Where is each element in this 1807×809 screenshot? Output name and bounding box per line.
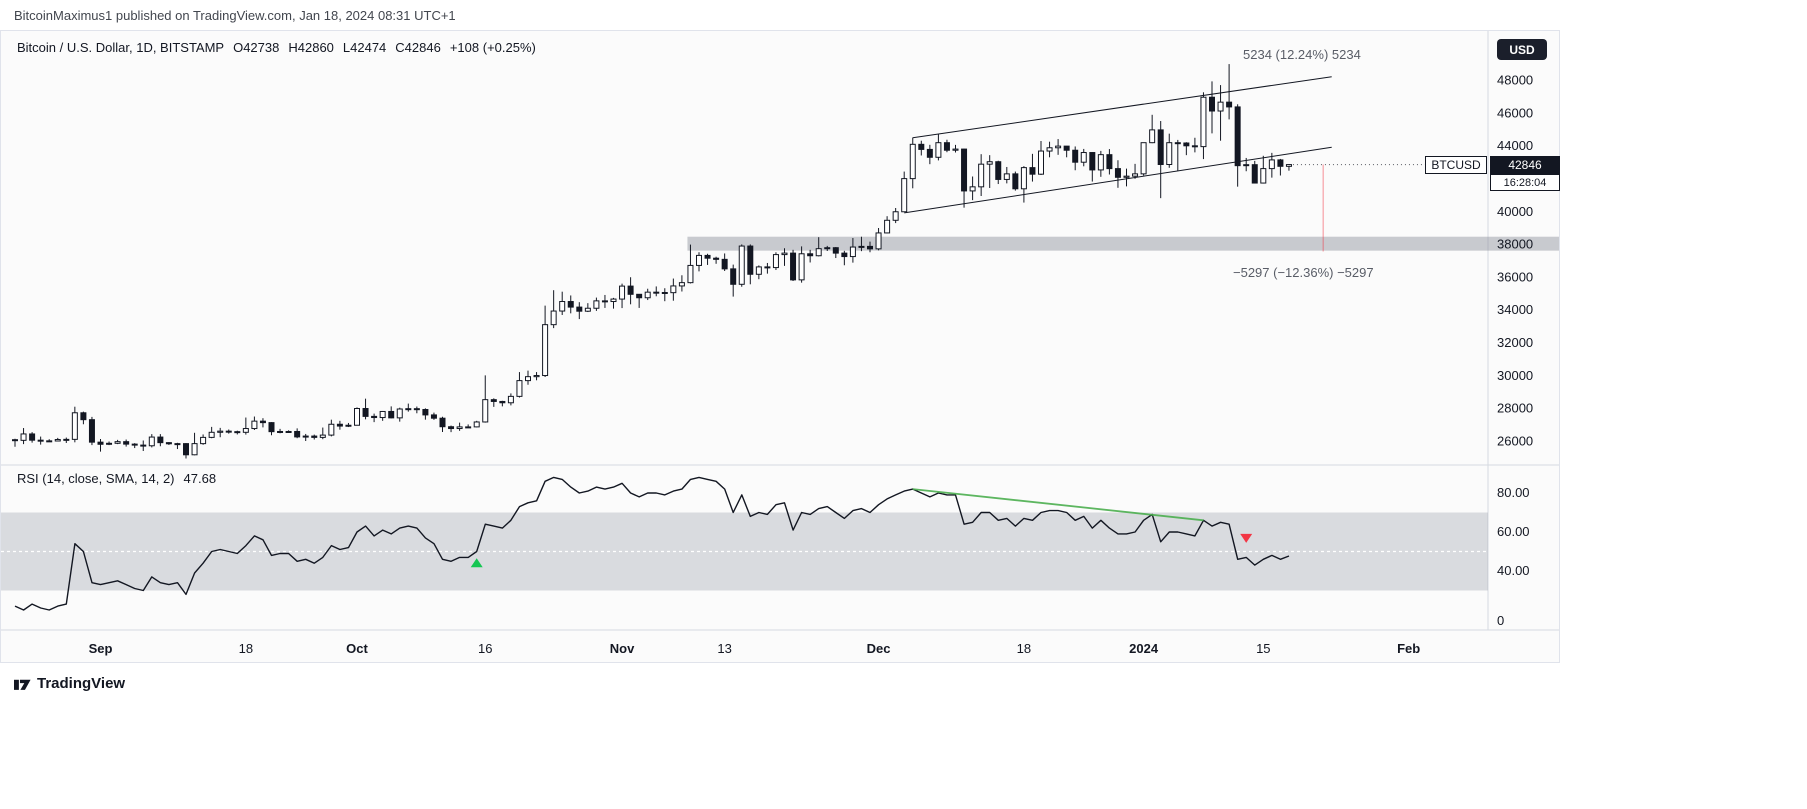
symbol-price-label: BTCUSD <box>1425 156 1487 174</box>
attribution-text: BitcoinMaximus1 published on TradingView… <box>14 7 456 23</box>
svg-text:Nov: Nov <box>610 641 635 656</box>
rsi-legend[interactable]: RSI (14, close, SMA, 14, 2) 47.68 <box>17 471 216 486</box>
svg-text:46000: 46000 <box>1497 105 1533 120</box>
ohlc-open: O42738 <box>233 40 280 55</box>
ohlc-close: C42846 <box>395 40 441 55</box>
attribution-bar: BitcoinMaximus1 published on TradingView… <box>0 0 1560 30</box>
measure-label-up: 5234 (12.24%) 5234 <box>1243 47 1361 62</box>
svg-text:32000: 32000 <box>1497 335 1533 350</box>
ohlc-change: +108 (+0.25%) <box>449 40 536 55</box>
svg-text:Dec: Dec <box>867 641 891 656</box>
last-price-label: 42846 <box>1490 156 1560 174</box>
svg-text:40.00: 40.00 <box>1497 563 1530 578</box>
svg-text:36000: 36000 <box>1497 269 1533 284</box>
symbol-legend[interactable]: Bitcoin / U.S. Dollar, 1D, BITSTAMP O427… <box>17 40 536 55</box>
svg-text:18: 18 <box>1017 641 1031 656</box>
chart-canvas[interactable]: 48000 46000 44000 40000 38000 36000 34000 32000… <box>1 31 1559 662</box>
svg-text:16: 16 <box>478 641 492 656</box>
svg-text:44000: 44000 <box>1497 138 1533 153</box>
svg-text:26000: 26000 <box>1497 434 1533 449</box>
ohlc-high: H42860 <box>288 40 334 55</box>
svg-text:Oct: Oct <box>346 641 368 656</box>
svg-text:18: 18 <box>239 641 253 656</box>
svg-text:15: 15 <box>1256 641 1270 656</box>
svg-text:Sep: Sep <box>89 641 113 656</box>
chart-frame: 48000 46000 44000 40000 38000 36000 34000 32000… <box>0 30 1560 663</box>
tradingview-footer-link[interactable]: TradingView <box>14 675 125 692</box>
svg-text:80.00: 80.00 <box>1497 485 1530 500</box>
svg-text:Feb: Feb <box>1397 641 1420 656</box>
svg-text:40000: 40000 <box>1497 204 1533 219</box>
ohlc-low: L42474 <box>342 40 387 55</box>
tradingview-brand-text: TradingView <box>37 675 126 692</box>
currency-toggle-button[interactable]: USD <box>1497 39 1547 60</box>
svg-text:2024: 2024 <box>1129 641 1159 656</box>
rsi-legend-title[interactable]: RSI (14, close, SMA, 14, 2) <box>17 471 175 486</box>
svg-text:28000: 28000 <box>1497 401 1533 416</box>
measure-label-down: −5297 (−12.36%) −5297 <box>1233 265 1374 280</box>
svg-text:60.00: 60.00 <box>1497 524 1530 539</box>
rsi-legend-value: 47.68 <box>183 471 217 486</box>
tradingview-logo-icon <box>14 675 31 692</box>
svg-text:0: 0 <box>1497 613 1504 628</box>
svg-text:13: 13 <box>717 641 731 656</box>
symbol-title[interactable]: Bitcoin / U.S. Dollar, 1D, BITSTAMP <box>17 40 225 55</box>
svg-text:48000: 48000 <box>1497 73 1533 88</box>
svg-text:34000: 34000 <box>1497 302 1533 317</box>
svg-text:30000: 30000 <box>1497 368 1533 383</box>
bar-countdown-label: 16:28:04 <box>1490 174 1560 191</box>
svg-text:38000: 38000 <box>1497 237 1533 252</box>
